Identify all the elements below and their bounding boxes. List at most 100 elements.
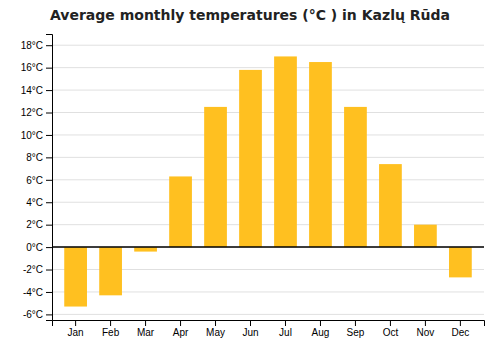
x-tick-mark [460, 320, 461, 326]
grid-line [52, 112, 484, 113]
y-tick-mark [46, 292, 52, 293]
y-tick-mark [46, 113, 52, 114]
y-tick: 10°C [21, 130, 52, 141]
x-tick: Aug [312, 320, 330, 338]
x-tick-label: Dec [451, 327, 469, 338]
x-tick-mark [145, 320, 146, 326]
x-tick: Oct [383, 320, 399, 338]
grid-line [52, 45, 484, 46]
chart-container: Average monthly temperatures (°C ) in Ka… [0, 0, 500, 350]
x-tick: Jun [242, 320, 258, 338]
x-tick: Mar [137, 320, 155, 338]
x-tick-mark [355, 320, 356, 326]
x-tick: Dec [451, 320, 469, 338]
grid-line [52, 67, 484, 68]
x-tick: Apr [173, 320, 189, 338]
y-tick-label: -2°C [23, 264, 43, 275]
x-tick: Jan [68, 320, 84, 338]
y-axis: -6°C -4°C -2°C 0°C 2°C 4°C 6°C 8°C 10°C 12°C 14°C 1… [21, 35, 53, 321]
x-tick-mark [425, 320, 426, 326]
y-tick-label: -6°C [23, 309, 43, 320]
x-tick-label: Jan [68, 327, 84, 338]
x-tick-label: Aug [312, 327, 330, 338]
x-tick-label: Oct [383, 327, 399, 338]
y-tick-label: 16°C [21, 62, 43, 73]
x-tick-mark [180, 320, 181, 326]
y-tick: 18°C [21, 40, 52, 51]
y-tick-mark [46, 45, 52, 46]
y-tick: 14°C [21, 85, 52, 96]
bar [274, 56, 297, 247]
y-tick-mark [46, 180, 52, 181]
grid-line [52, 247, 484, 248]
x-tick: Jul [279, 320, 292, 338]
bar [204, 107, 227, 247]
grid-line [52, 134, 484, 135]
grid-line [52, 90, 484, 91]
bar [309, 62, 332, 247]
y-tick-mark [46, 202, 52, 203]
x-tick-label: Feb [102, 327, 120, 338]
y-tick-label: 2°C [26, 219, 43, 230]
chart-svg: Average monthly temperatures (°C ) in Ka… [0, 0, 500, 350]
y-tick: 8°C [26, 152, 52, 163]
y-tick-label: 4°C [26, 197, 43, 208]
x-tick: Feb [102, 320, 120, 338]
y-tick-mark [46, 68, 52, 69]
x-axis-line [53, 321, 485, 327]
x-tick-label: Jul [279, 327, 292, 338]
y-tick-mark [46, 157, 52, 158]
y-tick-mark [46, 225, 52, 226]
x-tick-mark [320, 320, 321, 326]
bar [169, 176, 192, 247]
y-tick: 2°C [26, 219, 52, 230]
grid [52, 45, 484, 314]
y-tick: 0°C [26, 242, 52, 253]
x-tick-mark [215, 320, 216, 326]
grid-line [52, 157, 484, 158]
y-tick-label: -4°C [23, 287, 43, 298]
y-tick-mark [46, 270, 52, 271]
x-tick-mark [110, 320, 111, 326]
y-tick-mark [46, 90, 52, 91]
x-tick: Sep [347, 320, 365, 338]
x-tick-mark [250, 320, 251, 326]
title: Average monthly temperatures (°C ) in Ka… [50, 7, 450, 23]
bar [449, 247, 472, 277]
bars [52, 56, 484, 306]
y-tick-label: 10°C [21, 130, 43, 141]
bar [239, 70, 262, 247]
y-tick: 16°C [21, 62, 52, 73]
y-tick: -4°C [23, 287, 52, 298]
x-tick: Nov [417, 320, 435, 338]
grid-line [52, 314, 484, 315]
bar [64, 247, 87, 306]
y-tick-label: 6°C [26, 175, 43, 186]
y-tick-label: 0°C [26, 242, 43, 253]
y-tick-label: 12°C [21, 107, 43, 118]
y-tick-mark [46, 247, 52, 248]
x-tick-label: Jun [242, 327, 258, 338]
zero-line [52, 246, 484, 248]
x-tick-label: Mar [137, 327, 155, 338]
grid-line [52, 179, 484, 180]
y-tick-label: 18°C [21, 40, 43, 51]
y-tick: 4°C [26, 197, 52, 208]
bar [414, 225, 437, 247]
x-tick-label: Nov [417, 327, 435, 338]
x-tick-mark [390, 320, 391, 326]
x-tick-label: May [206, 327, 225, 338]
bar [344, 107, 367, 247]
y-tick: -6°C [23, 309, 52, 320]
x-tick-mark [285, 320, 286, 326]
y-axis-line [46, 35, 53, 321]
x-tick-label: Apr [173, 327, 189, 338]
x-tick-label: Sep [347, 327, 365, 338]
x-axis: Jan Feb Mar Apr May Jun Jul Aug Sep Oct Nov Dec [53, 320, 485, 338]
bar [379, 164, 402, 247]
y-tick-label: 14°C [21, 85, 43, 96]
y-tick-mark [46, 135, 52, 136]
x-tick-mark [75, 320, 76, 326]
plot: -6°C -4°C -2°C 0°C 2°C 4°C 6°C 8°C 10°C 12°C 14°C 1… [21, 35, 485, 339]
y-tick-mark [46, 314, 52, 315]
